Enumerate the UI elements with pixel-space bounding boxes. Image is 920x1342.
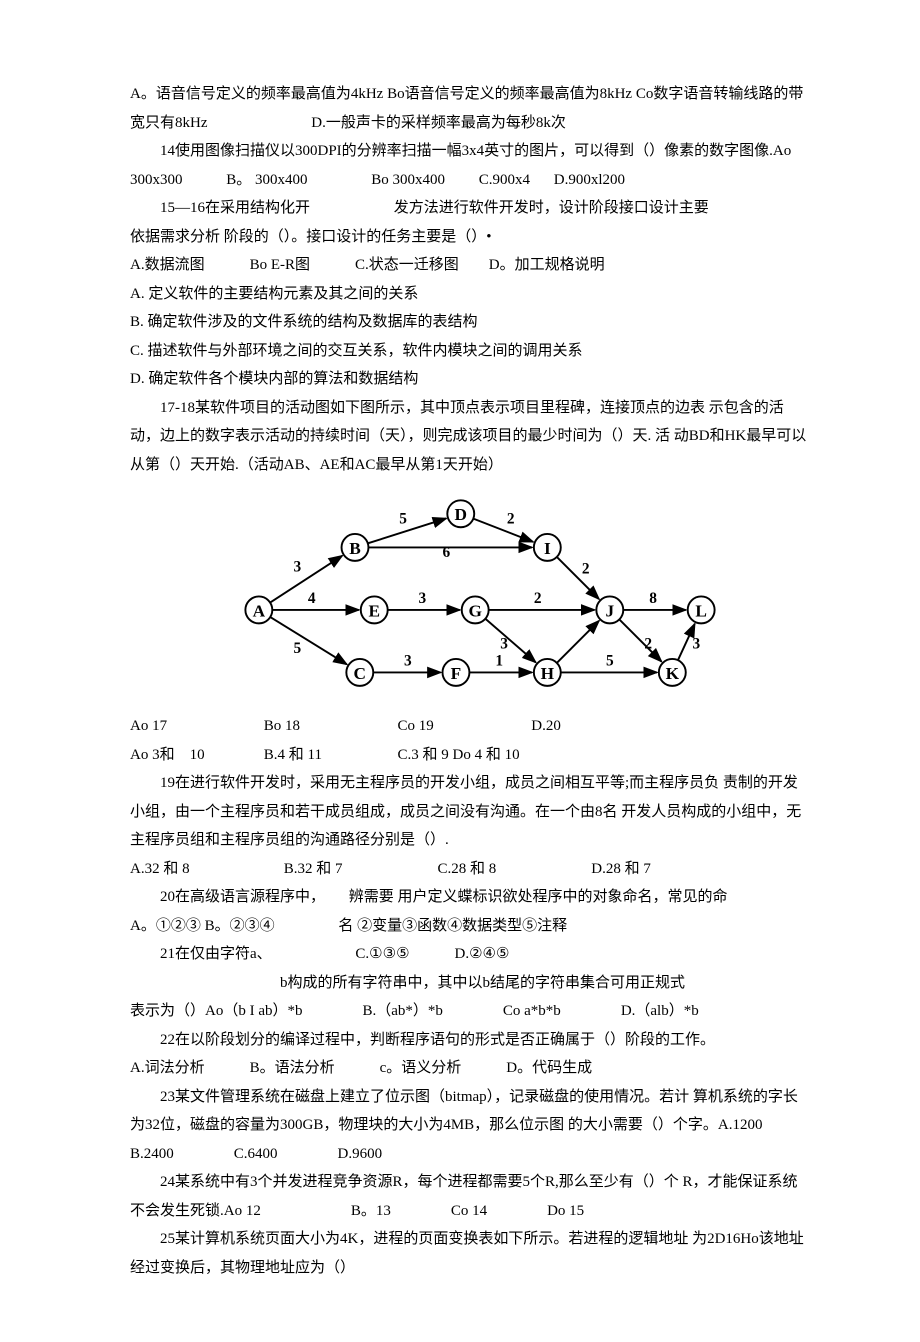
svg-text:6: 6: [443, 544, 451, 561]
svg-text:I: I: [544, 539, 551, 558]
svg-text:3: 3: [693, 635, 701, 652]
q20-l3: 21在仅由字符a、 C.①③⑤ D.②④⑤: [130, 940, 810, 969]
svg-text:4: 4: [308, 590, 316, 607]
svg-text:3: 3: [500, 635, 508, 652]
svg-text:B: B: [349, 539, 361, 558]
svg-text:D: D: [455, 505, 468, 524]
svg-text:3: 3: [418, 590, 426, 607]
q15-16-a: A. 定义软件的主要结构元素及其之间的关系: [130, 280, 810, 309]
q15-16-c: C. 描述软件与外部环境之间的交互关系，软件内模块之间的调用关系: [130, 337, 810, 366]
q20-l2a: A。①②③ B。②③④: [130, 918, 275, 934]
svg-text:2: 2: [534, 590, 542, 607]
q14-optB: B。 300x400: [226, 172, 307, 188]
q20-l2b: 名 ②变量③函数④数据类型⑤注释: [338, 918, 567, 934]
q22-opts: A.词法分析 B。语法分析 c。语义分析 D。代码生成: [130, 1054, 810, 1083]
q15-16-l1: 15—16在采用结构化开 发方法进行软件开发时，设计阶段接口设计主要: [130, 194, 810, 223]
q17-o1c: Co 19: [398, 712, 528, 741]
q15-16-l1b: 发方法进行软件开发时，设计阶段接口设计主要: [394, 200, 709, 216]
q15-16-l1a: 15—16在采用结构化开: [160, 200, 310, 216]
svg-text:2: 2: [644, 635, 652, 652]
svg-text:3: 3: [293, 558, 301, 575]
svg-text:3: 3: [404, 653, 412, 670]
svg-text:H: H: [541, 664, 555, 683]
q13-optD: D.一般声卡的采样频率最高为每秒8k次: [311, 115, 566, 131]
q15-16-d: D. 确定软件各个模块内部的算法和数据结构: [130, 365, 810, 394]
q14-optB2: Bo 300x400: [371, 172, 445, 188]
q13-line1: A。语音信号定义的频率最高值为4kHz Bo语音信号定义的频率最高值为8kHz …: [130, 80, 810, 137]
svg-text:5: 5: [293, 640, 301, 657]
q20-l1b: 辨需要 用户定义蝶标识欲处程序中的对象命名，常见的命: [349, 889, 728, 905]
svg-text:5: 5: [606, 653, 614, 670]
q17-o1b: Bo 18: [264, 712, 394, 741]
q20-l1a: 20在高级语言源程序中，: [160, 889, 325, 905]
svg-text:G: G: [468, 601, 481, 620]
q19-a: A.32 和 8: [130, 855, 280, 884]
svg-text:K: K: [666, 664, 680, 683]
q20-l2: A。①②③ B。②③④ 名 ②变量③函数④数据类型⑤注释: [130, 912, 810, 941]
q17-opts2: Ao 3和 10 B.4 和 11 C.3 和 9 Do 4 和 10: [130, 741, 810, 770]
svg-text:E: E: [368, 601, 380, 620]
q25: 25某计算机系统页面大小为4K，进程的页面变换表如下所示。若进程的逻辑地址 为2…: [130, 1225, 810, 1282]
svg-text:8: 8: [649, 590, 657, 607]
q19-c: C.28 和 8: [438, 855, 588, 884]
q17-o2c: C.3 和 9 Do 4 和 10: [398, 741, 520, 770]
q24: 24某系统中有3个并发进程竞争资源R，每个进程都需要5个R,那么至少有（）个 R…: [130, 1168, 810, 1225]
q14: 14使用图像扫描仪以300DPI的分辨率扫描一幅3x4英寸的图片，可以得到（）像…: [130, 137, 810, 194]
svg-text:1: 1: [495, 653, 503, 670]
q15-16-b: B. 确定软件涉及的文件系统的结构及数据库的表结构: [130, 308, 810, 337]
svg-text:F: F: [451, 664, 462, 683]
q19-d: D.28 和 7: [591, 855, 651, 884]
svg-text:2: 2: [507, 510, 515, 527]
q20-l3b: C.①③⑤ D.②④⑤: [355, 946, 509, 962]
q17-opts1: Ao 17 Bo 18 Co 19 D.20: [130, 712, 810, 741]
q14-optC: C.900x4: [479, 172, 530, 188]
svg-text:J: J: [605, 601, 614, 620]
q15-16-l2: 依据需求分析 阶段的（）。接口设计的任务主要是（）•: [130, 223, 810, 252]
q15-16-opts: A.数据流图 Bo E-R图 C.状态一迁移图 D。加工规格说明: [130, 251, 810, 280]
q20-l1: 20在高级语言源程序中， 辨需要 用户定义蝶标识欲处程序中的对象命名，常见的命: [130, 883, 810, 912]
svg-text:5: 5: [399, 510, 407, 527]
q17-o1d: D.20: [531, 712, 561, 741]
q20-l3a: 21在仅由字符a、: [160, 946, 272, 962]
q17-o2b: B.4 和 11: [264, 741, 394, 770]
q19: 19在进行软件开发时，采用无主程序员的开发小组，成员之间相互平等;而主程序员负 …: [130, 769, 810, 855]
q14-optD: D.900xl200: [554, 172, 625, 188]
activity-graph: ABECDGFIHJKL 3455633223125823: [230, 493, 730, 698]
svg-text:A: A: [253, 601, 266, 620]
q19-b: B.32 和 7: [284, 855, 434, 884]
q17-o1a: Ao 17: [130, 712, 260, 741]
q22: 22在以阶段划分的编译过程中，判断程序语句的形式是否正确属于（）阶段的工作。: [130, 1026, 810, 1055]
q17-o2a: Ao 3和 10: [130, 741, 260, 770]
q21-l2: 表示为（）Ao（b I ab）*b B.（ab*）*b Co a*b*b D.（…: [130, 997, 810, 1026]
svg-text:2: 2: [582, 560, 590, 577]
q23: 23某文件管理系统在磁盘上建立了位示图（bitmap），记录磁盘的使用情况。若计…: [130, 1083, 810, 1169]
svg-text:C: C: [354, 664, 367, 683]
q19-opts: A.32 和 8 B.32 和 7 C.28 和 8 D.28 和 7: [130, 855, 810, 884]
svg-text:L: L: [695, 601, 707, 620]
q17-18: 17-18某软件项目的活动图如下图所示，其中顶点表示项目里程碑，连接顶点的边表 …: [130, 394, 810, 480]
q21-l1: b构成的所有字符串中，其中以b结尾的字符串集合可用正规式: [280, 969, 810, 998]
